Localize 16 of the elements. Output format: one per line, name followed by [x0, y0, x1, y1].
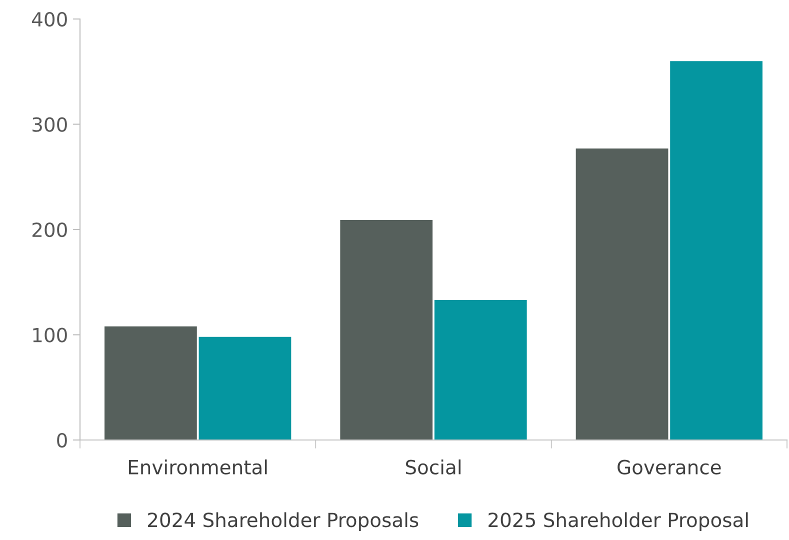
- y-tick-label: 200: [32, 222, 67, 238]
- legend-label: 2025 Shareholder Proposal: [488, 512, 748, 532]
- bar: [670, 61, 762, 440]
- bar: [104, 326, 197, 440]
- y-tick-label: 100: [33, 328, 67, 342]
- x-tick-label: Social: [406, 459, 460, 474]
- y-tick-label: 400: [32, 12, 67, 27]
- legend-label: 2024 Shareholder Proposals: [148, 512, 418, 532]
- bar: [198, 336, 292, 440]
- x-tick-label: Goverance: [618, 460, 721, 474]
- bar: [340, 220, 433, 440]
- x-tick-label: Environmental: [129, 459, 267, 474]
- y-tick-label: 300: [32, 117, 67, 132]
- bar: [434, 300, 527, 440]
- y-tick-label: 0: [57, 432, 67, 448]
- bar: [576, 148, 668, 440]
